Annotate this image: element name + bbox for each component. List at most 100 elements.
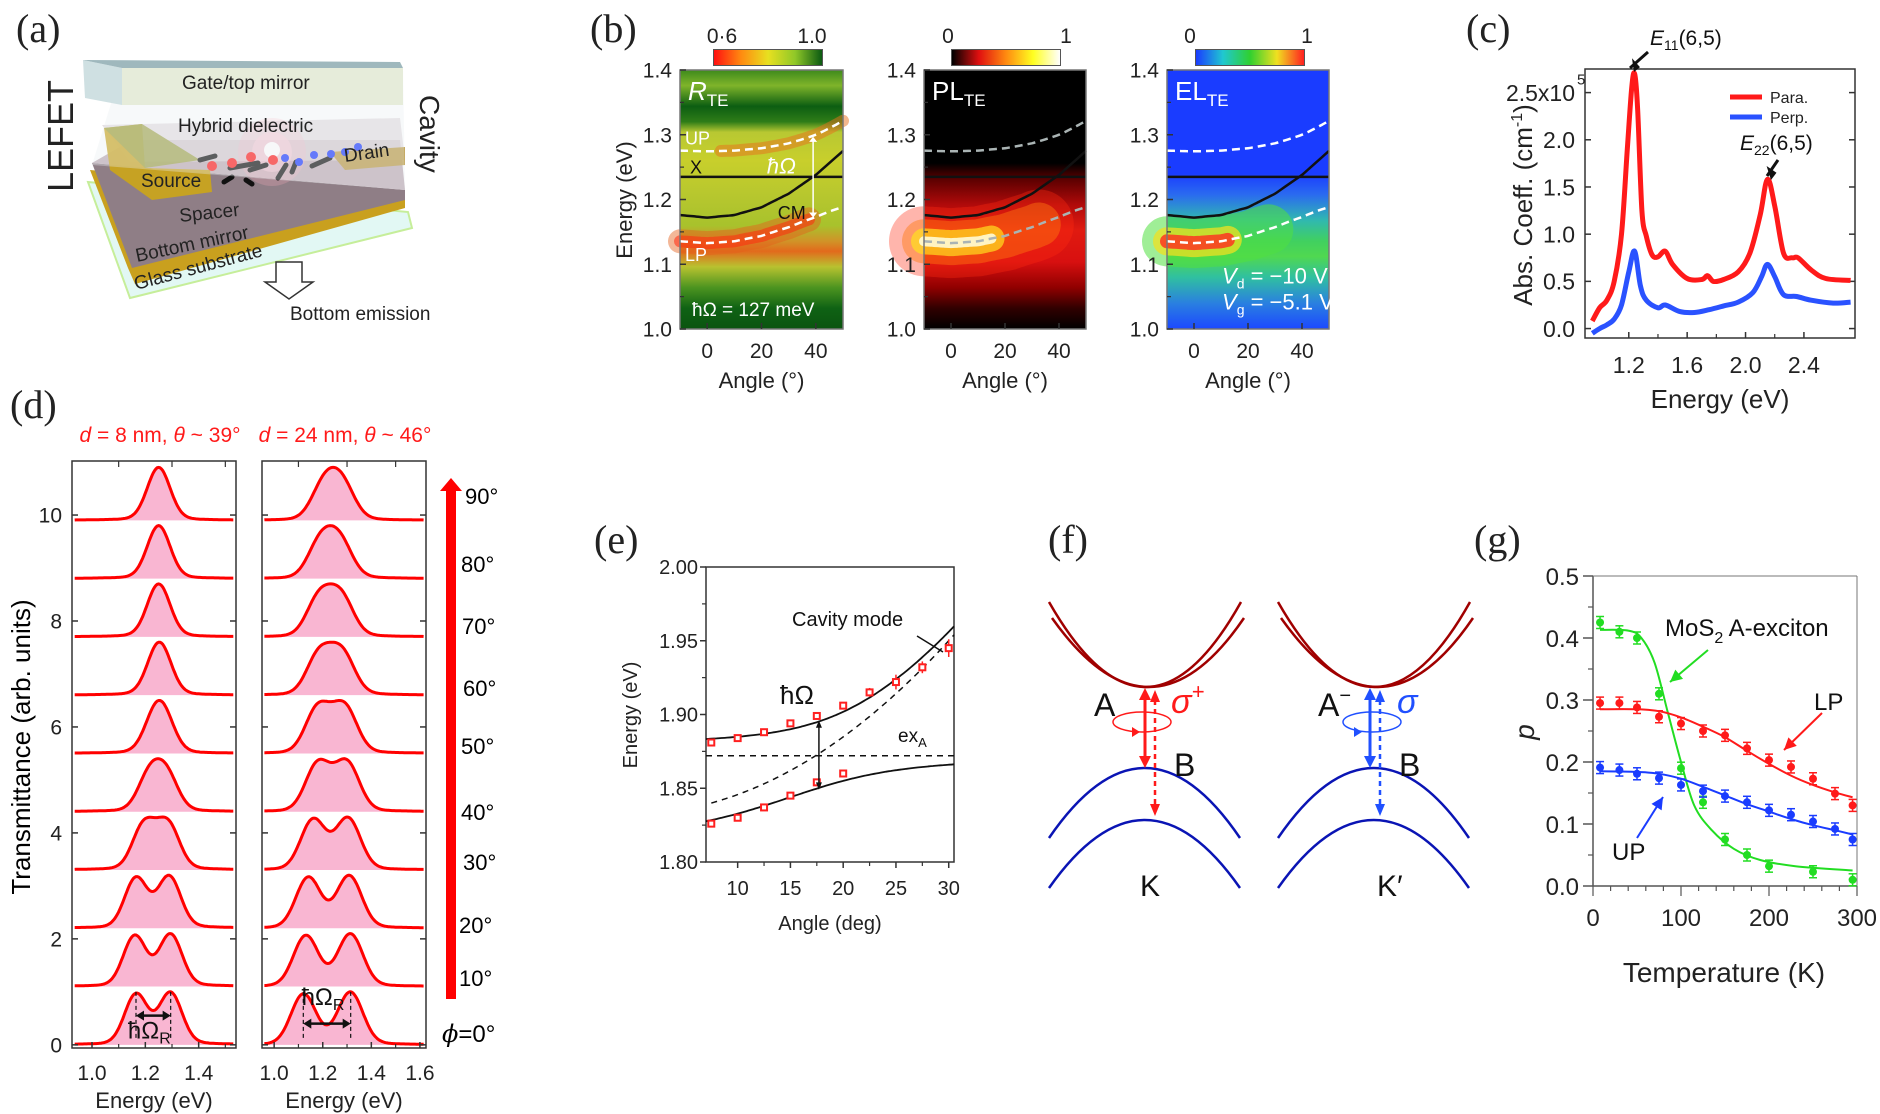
- ann-end: (6,5): [1679, 27, 1722, 50]
- source-label: Source: [141, 171, 201, 192]
- x-tick-label: 20: [832, 878, 854, 900]
- angle-arrow-head: [440, 478, 462, 491]
- panel-label-e: (e): [594, 517, 638, 562]
- rabi-sub: R: [333, 997, 345, 1014]
- arrowhead: [1150, 804, 1160, 816]
- spectrum-line-80deg: [264, 524, 424, 580]
- x-tick-label: 0: [1188, 340, 1200, 363]
- chart-g-polarization: 0.0 0.1 0.2 0.3 0.4 0.5 0 100 200 300 Temperature …: [1509, 564, 1877, 988]
- x-tick-label: 25: [885, 878, 907, 900]
- y-tick-label: 1.2: [1130, 189, 1159, 212]
- exciton-label: exA: [898, 726, 927, 750]
- y-tick-label: 2: [50, 928, 62, 951]
- angle-label-40: 40°: [461, 800, 494, 825]
- ylabel-end: ): [1508, 104, 1538, 113]
- x-axis-label: Angle (°): [1205, 368, 1291, 393]
- data-point: [944, 644, 953, 653]
- y-axis-label: Energy (eV): [612, 141, 637, 258]
- x-tick-label: 20: [750, 340, 773, 363]
- arrowhead: [162, 1010, 171, 1021]
- phi-symbol: ϕ: [442, 1020, 458, 1048]
- data-point: [760, 803, 769, 812]
- x-axis-label: Angle (°): [719, 368, 805, 393]
- up-band: [714, 114, 849, 157]
- d-ylabel: Transmittance (arb. units): [6, 599, 36, 894]
- angle-arrow-shaft: [446, 489, 456, 999]
- y-tick-label: 0.2: [1546, 750, 1579, 777]
- arrowhead: [1364, 756, 1376, 768]
- a-sup: −: [1339, 685, 1351, 707]
- spectrum-fill: [264, 525, 424, 579]
- data-point: [1721, 792, 1729, 801]
- data-point: [1677, 780, 1685, 789]
- title-mid: = 24 nm,: [270, 424, 364, 447]
- data-point: [1765, 806, 1773, 815]
- y-tick-label: 1.0: [643, 319, 672, 342]
- upper-polariton-fit: [705, 625, 955, 740]
- colorbar-min-label: 0: [1184, 25, 1196, 48]
- arrowhead: [1766, 166, 1777, 180]
- spectrum-line-40deg: [74, 757, 234, 813]
- x-tick-label: 1.4: [184, 1062, 214, 1085]
- top-mirror-top: [83, 60, 403, 68]
- data-point: [1831, 789, 1839, 798]
- data-point: [1848, 835, 1857, 844]
- data-point: [786, 791, 795, 800]
- spectrum-line-30deg: [74, 815, 234, 871]
- x-tick-label: 30: [938, 878, 960, 900]
- spectrum-line-60deg: [264, 640, 424, 697]
- x-axis-label: Temperature (K): [1623, 957, 1825, 988]
- x-label: X: [690, 158, 702, 178]
- data-point: [1655, 774, 1663, 783]
- title-theta: θ: [173, 424, 185, 447]
- top-mirror-side: [83, 60, 122, 105]
- y-tick-label: 1.4: [887, 60, 917, 83]
- y-tick-label: 1.1: [887, 254, 916, 277]
- data-point: [1743, 851, 1751, 859]
- device-illustration: Gate/top mirror Hybrid dielectric Source…: [40, 60, 445, 325]
- x-tick-label: 1.0: [260, 1062, 289, 1085]
- heatmap-photoluminescence: [924, 70, 1086, 329]
- title-main: EL: [1175, 76, 1207, 106]
- title-var: d: [79, 424, 92, 447]
- colorbar-reflectance: [713, 49, 823, 66]
- spectrum-line-70deg: [264, 582, 424, 638]
- ann-end: (6,5): [1770, 132, 1813, 155]
- x-tick-label: 200: [1749, 905, 1789, 932]
- spectrum-line-70deg: [74, 582, 234, 638]
- y-tick-label: 2.00: [659, 557, 698, 579]
- upper-polariton-curve: [923, 119, 1087, 153]
- data-point: [1655, 712, 1663, 721]
- vg-value: = −5.1 V: [1244, 290, 1334, 315]
- exciton-sub: A: [918, 735, 927, 750]
- panel-label-f: (f): [1048, 517, 1088, 562]
- x-tick-label: 20: [1236, 340, 1259, 363]
- x-tick-label: 0: [1586, 905, 1599, 932]
- x-tick-label: 1.6: [405, 1062, 434, 1085]
- y-tick-label: 1.95: [659, 631, 698, 653]
- data-point: [707, 738, 716, 747]
- x-axis-label: Energy (eV): [95, 1088, 212, 1113]
- data-point: [1831, 824, 1839, 833]
- intensity-band: [1142, 204, 1294, 269]
- data-point: [1633, 634, 1641, 642]
- y-tick-label: 1.3: [887, 124, 916, 147]
- colorbar-max-label: 1: [1301, 25, 1313, 48]
- cavity-mode-curve: [923, 149, 1087, 219]
- y-tick-label: 1.3: [643, 124, 672, 147]
- valley-k-prime: [1276, 601, 1475, 889]
- data-point: [760, 728, 769, 737]
- data-point: [1765, 756, 1773, 765]
- conduction-band-2: [1279, 617, 1475, 689]
- y-tick-label: 0.3: [1546, 688, 1579, 715]
- annotation-arrow: [1629, 50, 1649, 70]
- name-end: A-exciton: [1723, 615, 1828, 642]
- arrowhead: [1631, 58, 1640, 72]
- arrowhead: [1354, 727, 1362, 737]
- arrowhead: [1150, 690, 1160, 702]
- x-tick-label: 1.4: [357, 1062, 387, 1085]
- subplot-title: d = 24 nm, θ ~ 46°: [259, 424, 432, 447]
- data-point: [1596, 699, 1605, 708]
- arrowhead: [1132, 727, 1140, 737]
